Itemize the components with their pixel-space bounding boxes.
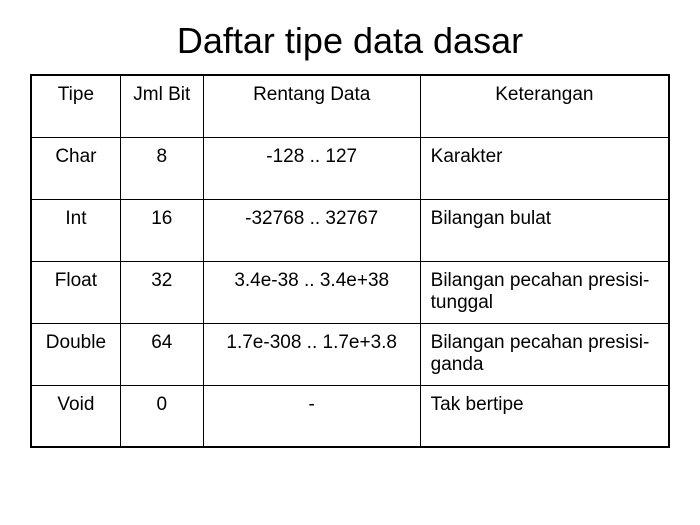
cell-rentang: 1.7e-308 .. 1.7e+3.8 <box>203 323 420 385</box>
cell-ket: Karakter <box>420 137 669 199</box>
cell-tipe: Void <box>31 385 120 447</box>
cell-ket: Bilangan pecahan presisi-ganda <box>420 323 669 385</box>
cell-tipe: Char <box>31 137 120 199</box>
header-tipe: Tipe <box>31 75 120 137</box>
data-types-table: Tipe Jml Bit Rentang Data Keterangan Cha… <box>30 74 670 448</box>
cell-jml: 64 <box>120 323 203 385</box>
header-rentang: Rentang Data <box>203 75 420 137</box>
cell-jml: 8 <box>120 137 203 199</box>
cell-tipe: Double <box>31 323 120 385</box>
table-row: Char 8 -128 .. 127 Karakter <box>31 137 669 199</box>
cell-rentang: 3.4e-38 .. 3.4e+38 <box>203 261 420 323</box>
table-row: Double 64 1.7e-308 .. 1.7e+3.8 Bilangan … <box>31 323 669 385</box>
table-row: Void 0 - Tak bertipe <box>31 385 669 447</box>
header-jml-bit: Jml Bit <box>120 75 203 137</box>
cell-ket: Bilangan bulat <box>420 199 669 261</box>
header-keterangan: Keterangan <box>420 75 669 137</box>
cell-ket: Bilangan pecahan presisi-tunggal <box>420 261 669 323</box>
table-header-row: Tipe Jml Bit Rentang Data Keterangan <box>31 75 669 137</box>
cell-rentang: -128 .. 127 <box>203 137 420 199</box>
cell-jml: 0 <box>120 385 203 447</box>
cell-tipe: Int <box>31 199 120 261</box>
cell-jml: 16 <box>120 199 203 261</box>
cell-rentang: - <box>203 385 420 447</box>
cell-rentang: -32768 .. 32767 <box>203 199 420 261</box>
cell-jml: 32 <box>120 261 203 323</box>
page-title: Daftar tipe data dasar <box>30 20 670 62</box>
table-row: Float 32 3.4e-38 .. 3.4e+38 Bilangan pec… <box>31 261 669 323</box>
cell-tipe: Float <box>31 261 120 323</box>
table-row: Int 16 -32768 .. 32767 Bilangan bulat <box>31 199 669 261</box>
cell-ket: Tak bertipe <box>420 385 669 447</box>
